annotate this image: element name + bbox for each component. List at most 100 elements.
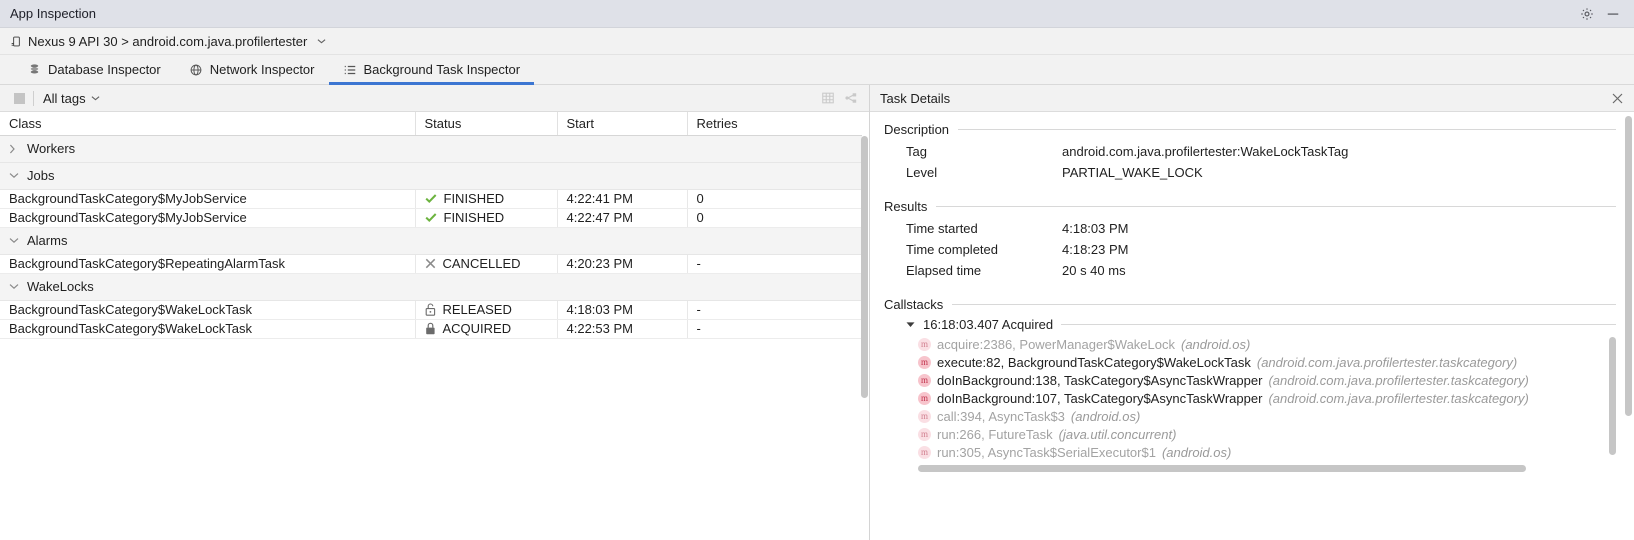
callstack-frame[interactable]: m call:394, AsyncTask$3 (android.os) — [906, 407, 1616, 425]
cell-class: BackgroundTaskCategory$RepeatingAlarmTas… — [0, 254, 416, 274]
table-row[interactable]: BackgroundTaskCategory$MyJobService FINI… — [0, 189, 862, 209]
table-view-icon[interactable] — [817, 88, 839, 108]
task-details-body: Description Tag android.com.java.profile… — [870, 112, 1634, 540]
group-row-wakelocks[interactable]: WakeLocks — [0, 272, 862, 301]
chevron-down-icon — [317, 38, 326, 44]
frame-function: run:266, FutureTask — [937, 426, 1053, 442]
toolbar-divider — [33, 90, 34, 106]
method-icon: m — [918, 427, 931, 441]
callstack-horizontal-scrollbar[interactable] — [918, 465, 1534, 472]
callstack-frame[interactable]: m doInBackground:107, TaskCategory$Async… — [906, 389, 1616, 407]
cell-start: 4:22:47 PM — [557, 208, 688, 228]
main-split: All tags — [0, 85, 1634, 540]
method-icon: m — [918, 445, 931, 459]
detail-field-time-started: Time started 4:18:03 PM — [884, 218, 1616, 239]
device-icon — [10, 35, 23, 48]
close-icon[interactable] — [1608, 89, 1626, 107]
status-label: RELEASED — [442, 302, 512, 317]
database-icon — [28, 63, 41, 76]
group-row-jobs[interactable]: Jobs — [0, 161, 862, 190]
unlock-icon — [425, 303, 436, 316]
frame-function: doInBackground:107, TaskCategory$AsyncTa… — [937, 390, 1263, 406]
gear-icon[interactable] — [1574, 1, 1600, 27]
tab-network-inspector[interactable]: Network Inspector — [175, 55, 329, 84]
check-icon — [425, 193, 437, 204]
column-header-start[interactable]: Start — [557, 112, 688, 136]
group-cell-workers: Workers — [0, 134, 862, 163]
check-icon — [425, 212, 437, 223]
table-row[interactable]: BackgroundTaskCategory$MyJobService FINI… — [0, 208, 862, 228]
minimize-icon[interactable] — [1600, 1, 1626, 27]
cell-retries: - — [687, 319, 862, 339]
task-list-toolbar: All tags — [0, 85, 869, 112]
method-icon: m — [918, 409, 931, 423]
cell-class: BackgroundTaskCategory$WakeLockTask — [0, 300, 416, 320]
cell-retries: - — [687, 300, 862, 320]
chevron-down-icon[interactable] — [9, 237, 19, 244]
table-row[interactable]: BackgroundTaskCategory$RepeatingAlarmTas… — [0, 254, 862, 274]
tab-network-inspector-label: Network Inspector — [209, 62, 315, 77]
scrollbar-thumb[interactable] — [1625, 116, 1632, 416]
task-table-header-row: Class Status Start Retries — [0, 112, 862, 136]
detail-key: Time completed — [906, 242, 998, 257]
method-icon: m — [918, 373, 931, 387]
table-row[interactable]: BackgroundTaskCategory$WakeLockTask — [0, 300, 862, 320]
table-row[interactable]: BackgroundTaskCategory$WakeLockTask — [0, 319, 862, 339]
column-header-class[interactable]: Class — [0, 112, 416, 136]
cell-start: 4:22:53 PM — [557, 319, 688, 339]
callstacks-section-title: Callstacks — [884, 297, 1616, 312]
callstack-frame[interactable]: m run:305, AsyncTask$SerialExecutor$1 (a… — [906, 443, 1616, 461]
detail-key: Level — [906, 165, 938, 180]
chevron-down-icon[interactable] — [9, 172, 19, 179]
group-cell-wakelocks: WakeLocks — [0, 272, 862, 301]
group-cell-jobs: Jobs — [0, 161, 862, 190]
task-list-vertical-scrollbar[interactable] — [861, 136, 868, 538]
scrollbar-thumb[interactable] — [1609, 337, 1616, 455]
section-divider — [952, 304, 1616, 305]
detail-key: Time started — [906, 221, 978, 236]
stop-square-icon[interactable] — [14, 92, 25, 104]
callstack-frame[interactable]: m doInBackground:138, TaskCategory$Async… — [906, 371, 1616, 389]
tab-background-task-inspector[interactable]: Background Task Inspector — [328, 55, 535, 85]
scrollbar-thumb[interactable] — [918, 465, 1526, 472]
x-icon — [425, 258, 436, 269]
callstack-group-header[interactable]: 16:18:03.407 Acquired — [906, 317, 1616, 332]
callstack-group: 16:18:03.407 Acquired m acquire:2386, Po… — [884, 317, 1616, 472]
cell-retries: 0 — [687, 189, 862, 209]
details-vertical-scrollbar[interactable] — [1625, 116, 1632, 536]
section-divider — [1061, 324, 1616, 325]
cell-status: FINISHED — [415, 189, 558, 209]
column-header-retries[interactable]: Retries — [687, 112, 862, 136]
callstack-frames-list[interactable]: m acquire:2386, PowerManager$WakeLock (a… — [906, 335, 1616, 463]
cell-status: ACQUIRED — [415, 319, 558, 339]
cell-class: BackgroundTaskCategory$MyJobService — [0, 208, 416, 228]
detail-field-level: Level PARTIAL_WAKE_LOCK — [884, 162, 1616, 183]
window-title: App Inspection — [10, 6, 97, 21]
cell-start: 4:20:23 PM — [557, 254, 688, 274]
globe-icon — [189, 63, 203, 77]
callstack-group-label: 16:18:03.407 Acquired — [923, 317, 1054, 332]
callstack-vertical-scrollbar[interactable] — [1609, 337, 1616, 457]
scrollbar-thumb[interactable] — [861, 136, 868, 398]
callstack-frame[interactable]: m acquire:2386, PowerManager$WakeLock (a… — [906, 335, 1616, 353]
device-selector[interactable]: Nexus 9 API 30 > android.com.java.profil… — [10, 34, 326, 49]
callstack-frame[interactable]: m run:266, FutureTask (java.util.concurr… — [906, 425, 1616, 443]
frame-package: (android.os) — [1070, 408, 1141, 424]
chevron-right-icon[interactable] — [9, 144, 19, 154]
detail-value: android.com.java.profilertester:WakeLock… — [1062, 144, 1349, 159]
tags-filter-dropdown[interactable]: All tags — [43, 91, 100, 106]
column-header-status[interactable]: Status — [415, 112, 558, 136]
task-details-pane: Task Details Description Tag android.com… — [870, 85, 1634, 540]
group-row-alarms[interactable]: Alarms — [0, 226, 862, 255]
detail-value: 4:18:03 PM — [1062, 221, 1129, 236]
inspector-tabs: Database Inspector Network Inspector Bac… — [0, 55, 1634, 85]
triangle-down-icon[interactable] — [906, 321, 915, 328]
chevron-down-icon[interactable] — [9, 283, 19, 290]
group-row-workers[interactable]: Workers — [0, 134, 862, 163]
callstack-frame[interactable]: m execute:82, BackgroundTaskCategory$Wak… — [906, 353, 1616, 371]
task-table-container[interactable]: Class Status Start Retries — [0, 112, 869, 540]
tab-database-inspector[interactable]: Database Inspector — [14, 55, 175, 84]
graph-view-icon[interactable] — [839, 88, 861, 108]
task-table-head: Class Status Start Retries — [0, 112, 862, 136]
